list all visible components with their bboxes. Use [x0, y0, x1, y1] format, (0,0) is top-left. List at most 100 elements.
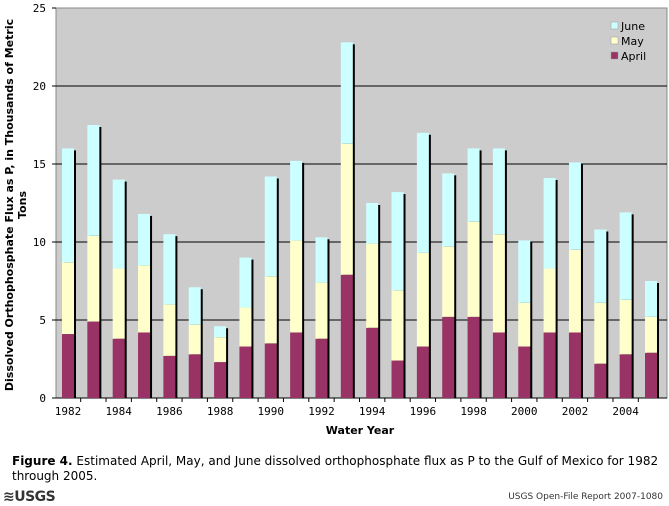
- bar-june-1988: [214, 326, 227, 338]
- bar-april-1986: [163, 355, 176, 398]
- caption-text: Estimated April, May, and June dissolved…: [12, 454, 659, 483]
- bar-june-1996: [416, 132, 429, 253]
- x-tick-label: 2002: [562, 405, 589, 418]
- y-axis-title: Dissolved Orthophosphate Flux as P, in T…: [3, 19, 29, 391]
- figure-caption: Figure 4. Estimated April, May, and June…: [12, 454, 662, 484]
- legend-label-may: May: [621, 35, 644, 48]
- legend-label-april: April: [621, 50, 646, 63]
- bar-april-1996: [416, 346, 429, 398]
- bar-may-1983: [87, 235, 100, 322]
- report-id: USGS Open-File Report 2007-1080: [508, 492, 663, 502]
- usgs-logo: ≋USGS: [3, 489, 56, 505]
- x-tick-label: 1994: [359, 405, 386, 418]
- bar-june-1995: [391, 192, 404, 291]
- bar-april-1994: [366, 327, 379, 398]
- plot-area: [55, 7, 668, 399]
- bar-april-1982: [62, 334, 74, 398]
- legend-swatch-june: [610, 21, 619, 30]
- bar-may-1984: [112, 268, 125, 339]
- bar-may-1989: [239, 307, 252, 347]
- bar-june-1987: [188, 287, 201, 325]
- bar-may-1992: [315, 282, 328, 339]
- bar-june-1991: [290, 160, 303, 241]
- bar-june-1985: [138, 213, 151, 266]
- bar-may-1995: [391, 290, 404, 361]
- bar-april-1993: [340, 274, 353, 398]
- x-tick-label: 1990: [258, 405, 285, 418]
- bar-may-1985: [138, 265, 151, 333]
- legend-swatch-may: [610, 36, 619, 45]
- bar-may-1996: [416, 252, 429, 347]
- y-tick-label: 20: [33, 80, 46, 93]
- bar-may-1997: [442, 246, 455, 317]
- x-tick-label: 1984: [105, 405, 132, 418]
- bar-may-1990: [264, 276, 277, 344]
- x-tick-label: 1998: [460, 405, 487, 418]
- bar-june-1989: [239, 257, 252, 308]
- x-tick-label: 2004: [612, 405, 639, 418]
- bar-may-1999: [492, 234, 505, 333]
- bar-may-1993: [340, 143, 353, 275]
- bar-may-2004: [619, 299, 632, 355]
- y-axis-title-line1: Dissolved Orthophosphate Flux as P, in T…: [3, 19, 16, 391]
- bar-may-1988: [214, 337, 227, 363]
- bar-april-1990: [264, 343, 277, 398]
- bar-april-1992: [315, 338, 328, 398]
- bar-june-1992: [315, 237, 328, 283]
- bar-june-1982: [62, 148, 74, 263]
- bar-june-2001: [543, 178, 556, 269]
- legend-swatch-april: [610, 51, 619, 60]
- bar-april-1995: [391, 360, 404, 398]
- y-axis-title-line2: Tons: [16, 191, 29, 219]
- bar-may-2005: [645, 316, 657, 353]
- y-tick-label: 15: [33, 158, 46, 171]
- bar-june-1984: [112, 179, 125, 269]
- bar-june-2002: [568, 162, 581, 250]
- x-tick-label: 1996: [410, 405, 437, 418]
- stacked-bar-chart: 0 5 10 15 20 25 1982 1984 1986 1988 1990 1992 1994 1…: [3, 2, 668, 437]
- bar-may-2002: [568, 249, 581, 333]
- bar-may-1991: [290, 240, 303, 333]
- bar-april-1998: [467, 316, 480, 398]
- x-tick-label: 1986: [156, 405, 183, 418]
- y-tick-label: 0: [39, 392, 46, 405]
- bar-april-2005: [645, 352, 657, 398]
- bar-may-1982: [62, 262, 74, 335]
- x-tick-label: 1988: [207, 405, 234, 418]
- bar-april-1987: [188, 354, 201, 398]
- x-tick-label: 1982: [55, 405, 82, 418]
- bar-april-1991: [290, 332, 303, 398]
- bar-april-2001: [543, 332, 556, 398]
- bar-june-2000: [518, 240, 531, 303]
- bar-april-1983: [87, 321, 100, 398]
- y-tick-label: 25: [33, 2, 46, 15]
- y-tick-label: 10: [33, 236, 46, 249]
- bar-june-1986: [163, 234, 176, 305]
- bar-may-1994: [366, 243, 379, 328]
- bar-april-1999: [492, 332, 505, 398]
- legend: June May April: [610, 20, 646, 63]
- bar-june-1983: [87, 125, 100, 236]
- x-tick-label: 1992: [308, 405, 335, 418]
- bar-may-1998: [467, 221, 480, 317]
- bar-april-2002: [568, 332, 581, 398]
- bar-june-2004: [619, 212, 632, 300]
- x-tick-label: 2000: [511, 405, 538, 418]
- bar-june-1994: [366, 203, 379, 244]
- bar-may-1986: [163, 304, 176, 356]
- caption-label: Figure 4.: [12, 454, 73, 468]
- bar-june-1997: [442, 173, 455, 247]
- bar-may-2003: [594, 302, 607, 364]
- bar-june-1998: [467, 148, 480, 222]
- x-axis-title: Water Year: [326, 424, 395, 437]
- bar-june-1993: [340, 42, 353, 144]
- bar-april-2000: [518, 346, 531, 398]
- bar-june-1990: [264, 176, 277, 277]
- bar-april-1988: [214, 362, 227, 398]
- bar-june-1999: [492, 148, 505, 235]
- bar-june-2003: [594, 229, 607, 303]
- bar-june-2005: [645, 281, 657, 317]
- bar-may-2000: [518, 302, 531, 347]
- bar-april-2004: [619, 354, 632, 398]
- bar-april-1985: [138, 332, 151, 398]
